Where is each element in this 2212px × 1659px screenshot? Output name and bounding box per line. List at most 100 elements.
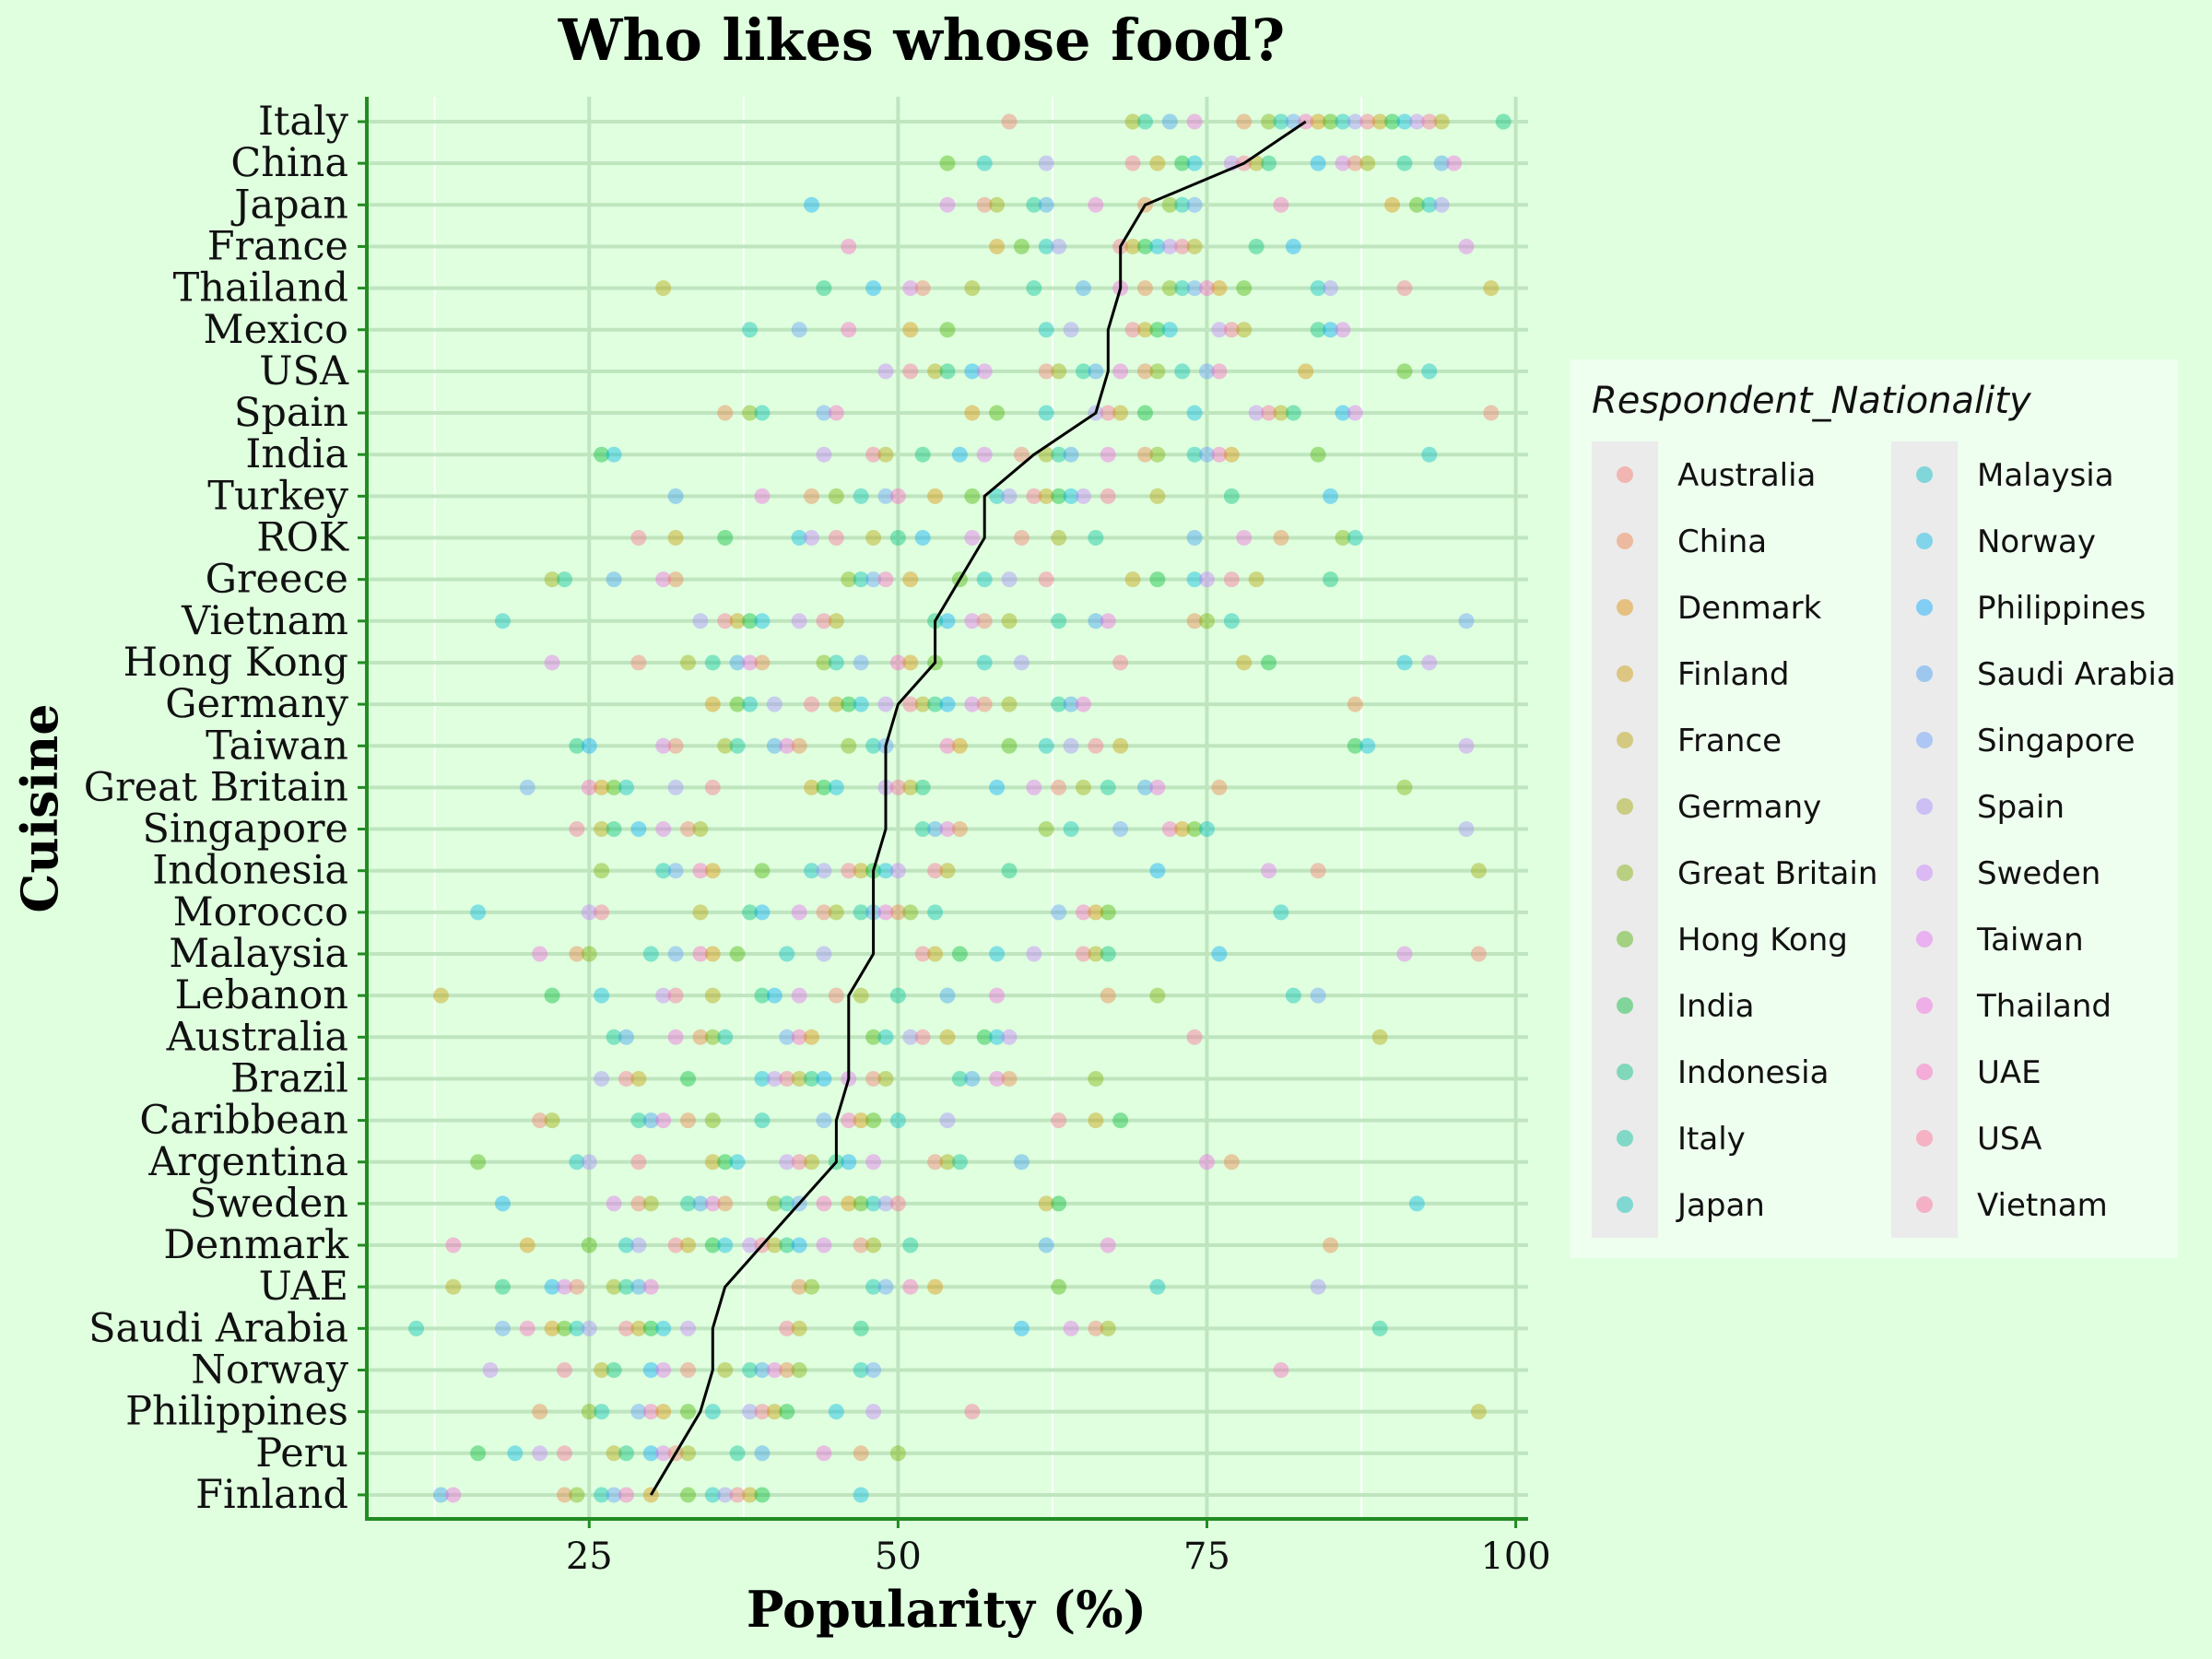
data-point bbox=[976, 446, 993, 463]
legend-key bbox=[1617, 865, 1633, 881]
data-point bbox=[1075, 904, 1091, 921]
data-point bbox=[704, 1487, 721, 1503]
legend-key-box bbox=[1891, 508, 1958, 574]
y-tick-label: Mexico bbox=[204, 307, 348, 353]
data-point bbox=[1174, 280, 1191, 297]
data-point bbox=[507, 1445, 524, 1462]
data-point bbox=[779, 1320, 795, 1336]
data-point bbox=[618, 1320, 634, 1336]
data-point bbox=[630, 654, 647, 671]
legend-key-box bbox=[1592, 574, 1658, 641]
data-point bbox=[791, 322, 807, 338]
data-point bbox=[779, 1404, 795, 1420]
data-point bbox=[1124, 238, 1141, 254]
data-point bbox=[766, 1195, 782, 1212]
data-point bbox=[1223, 1154, 1240, 1171]
data-point bbox=[544, 1278, 560, 1295]
y-tick-label: Germany bbox=[165, 681, 348, 727]
data-point bbox=[729, 737, 746, 754]
data-point bbox=[877, 904, 894, 921]
data-point bbox=[766, 1362, 782, 1378]
data-point bbox=[1149, 1278, 1166, 1295]
data-point bbox=[1161, 238, 1178, 254]
data-point bbox=[742, 1404, 759, 1420]
data-point bbox=[791, 1278, 807, 1295]
data-point bbox=[791, 987, 807, 1004]
data-point bbox=[865, 737, 882, 754]
data-point bbox=[804, 1070, 820, 1087]
data-point bbox=[606, 571, 622, 588]
data-point bbox=[1421, 654, 1438, 671]
data-point bbox=[1347, 530, 1363, 546]
data-point bbox=[1396, 779, 1413, 795]
data-point bbox=[889, 1195, 906, 1212]
data-point bbox=[1051, 488, 1067, 504]
data-point bbox=[717, 1487, 734, 1503]
data-point bbox=[889, 863, 906, 879]
data-point bbox=[1136, 238, 1153, 254]
data-point bbox=[1198, 571, 1215, 588]
legend-key bbox=[1617, 732, 1633, 748]
data-point bbox=[642, 1278, 659, 1295]
y-tick-label: Argentina bbox=[147, 1139, 348, 1185]
data-point bbox=[889, 488, 906, 504]
data-point bbox=[865, 1404, 882, 1420]
data-point bbox=[704, 946, 721, 962]
data-point bbox=[939, 363, 956, 380]
data-point bbox=[655, 987, 672, 1004]
data-point bbox=[1371, 113, 1388, 130]
data-point bbox=[1347, 113, 1363, 130]
data-point bbox=[976, 155, 993, 171]
data-point bbox=[556, 1445, 572, 1462]
data-point bbox=[692, 1029, 709, 1045]
data-point bbox=[556, 1362, 572, 1378]
data-point bbox=[1038, 405, 1054, 421]
data-point bbox=[1186, 238, 1203, 254]
data-point bbox=[1285, 987, 1301, 1004]
data-point bbox=[791, 904, 807, 921]
x-axis-ticks: 25 50 75 100 bbox=[566, 1519, 1551, 1578]
data-point bbox=[927, 363, 944, 380]
data-point bbox=[1198, 613, 1215, 629]
legend-key-box bbox=[1592, 972, 1658, 1039]
data-point bbox=[1186, 613, 1203, 629]
data-point bbox=[828, 613, 844, 629]
data-point bbox=[754, 1070, 771, 1087]
data-point bbox=[606, 1445, 622, 1462]
data-point bbox=[889, 779, 906, 795]
data-point bbox=[804, 696, 820, 712]
data-point bbox=[1323, 571, 1339, 588]
data-point bbox=[1198, 821, 1215, 838]
data-point bbox=[889, 904, 906, 921]
data-point bbox=[816, 280, 832, 297]
legend-key bbox=[1916, 466, 1933, 483]
data-point bbox=[902, 1278, 919, 1295]
data-point bbox=[1001, 1070, 1018, 1087]
data-point bbox=[804, 1278, 820, 1295]
data-point bbox=[1433, 196, 1450, 213]
data-point bbox=[581, 779, 597, 795]
data-point bbox=[581, 1320, 597, 1336]
data-point bbox=[1136, 113, 1153, 130]
data-point bbox=[914, 696, 931, 712]
data-point bbox=[445, 1487, 462, 1503]
data-point bbox=[841, 571, 857, 588]
y-tick-label: Finland bbox=[195, 1472, 348, 1518]
data-point bbox=[606, 1362, 622, 1378]
data-point bbox=[1161, 280, 1178, 297]
legend-key-box bbox=[1592, 508, 1658, 574]
data-point bbox=[951, 1070, 968, 1087]
data-point bbox=[754, 1487, 771, 1503]
data-point bbox=[828, 654, 844, 671]
data-point bbox=[914, 530, 931, 546]
data-point bbox=[1088, 946, 1104, 962]
data-point bbox=[642, 1320, 659, 1336]
data-point bbox=[618, 1278, 634, 1295]
data-point bbox=[742, 904, 759, 921]
data-point bbox=[569, 1154, 585, 1171]
data-point bbox=[865, 1237, 882, 1253]
data-point bbox=[1088, 1320, 1104, 1336]
legend-label: Italy bbox=[1677, 1121, 1746, 1158]
data-point bbox=[655, 571, 672, 588]
data-point bbox=[877, 1278, 894, 1295]
